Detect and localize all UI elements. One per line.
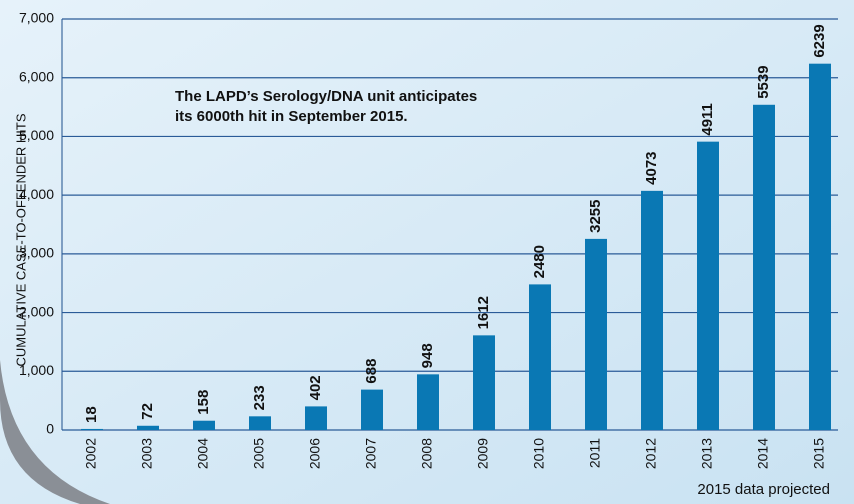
bar xyxy=(305,406,327,430)
x-tick-label: 2012 xyxy=(643,438,659,469)
bar xyxy=(137,425,159,430)
value-label: 233 xyxy=(251,385,268,410)
y-axis-label: CUMULATIVE CASE-TO-OFFENDER HITS xyxy=(13,113,28,366)
bar xyxy=(697,141,719,430)
value-label: 2480 xyxy=(531,245,548,278)
bar xyxy=(473,335,495,430)
y-tick-label: 3,000 xyxy=(19,245,54,261)
value-label: 18 xyxy=(83,406,100,423)
y-tick-label: 2,000 xyxy=(19,303,54,319)
x-tick-label: 2014 xyxy=(755,438,771,469)
bar xyxy=(361,389,383,430)
bar xyxy=(809,63,831,430)
x-tick-label: 2010 xyxy=(531,438,547,469)
x-tick-label: 2007 xyxy=(363,438,379,469)
value-label: 3255 xyxy=(587,200,604,233)
x-tick-label: 2002 xyxy=(83,438,99,469)
value-label: 688 xyxy=(363,359,380,384)
bar xyxy=(641,190,663,430)
value-label: 72 xyxy=(139,403,156,420)
value-label: 948 xyxy=(419,343,436,368)
x-tick-label: 2006 xyxy=(307,438,323,469)
bar xyxy=(193,420,215,430)
bar xyxy=(417,374,439,430)
value-label: 4073 xyxy=(643,151,660,184)
x-tick-label: 2009 xyxy=(475,438,491,469)
bar xyxy=(249,416,271,430)
value-label: 6239 xyxy=(811,24,828,57)
x-tick-label: 2008 xyxy=(419,438,435,469)
y-tick-label: 6,000 xyxy=(19,68,54,84)
x-tick-label: 2005 xyxy=(251,438,267,469)
y-tick-label: 1,000 xyxy=(19,362,54,378)
value-label: 402 xyxy=(307,375,324,400)
value-label: 5539 xyxy=(755,65,772,98)
x-tick-label: 2011 xyxy=(587,438,603,468)
decor-arc xyxy=(0,360,110,504)
annotation: The LAPD’s Serology/DNA unit anticipates xyxy=(175,88,477,105)
bar xyxy=(753,104,775,431)
value-label: 158 xyxy=(195,390,212,415)
y-tick-label: 7,000 xyxy=(19,10,54,26)
y-tick-label: 0 xyxy=(46,421,54,437)
bar xyxy=(81,428,103,430)
x-tick-label: 2013 xyxy=(699,438,715,469)
x-tick-label: 2015 xyxy=(811,438,827,469)
value-label: 4911 xyxy=(699,103,716,136)
y-tick-label: 5,000 xyxy=(19,127,54,143)
value-label: 1612 xyxy=(475,296,492,329)
x-tick-label: 2003 xyxy=(139,438,155,469)
y-tick-label: 4,000 xyxy=(19,186,54,202)
annotation: its 6000th hit in September 2015. xyxy=(175,108,408,125)
x-tick-label: 2004 xyxy=(195,438,211,469)
footnote: 2015 data projected xyxy=(697,481,830,498)
bar xyxy=(585,238,607,430)
bar xyxy=(529,284,551,430)
